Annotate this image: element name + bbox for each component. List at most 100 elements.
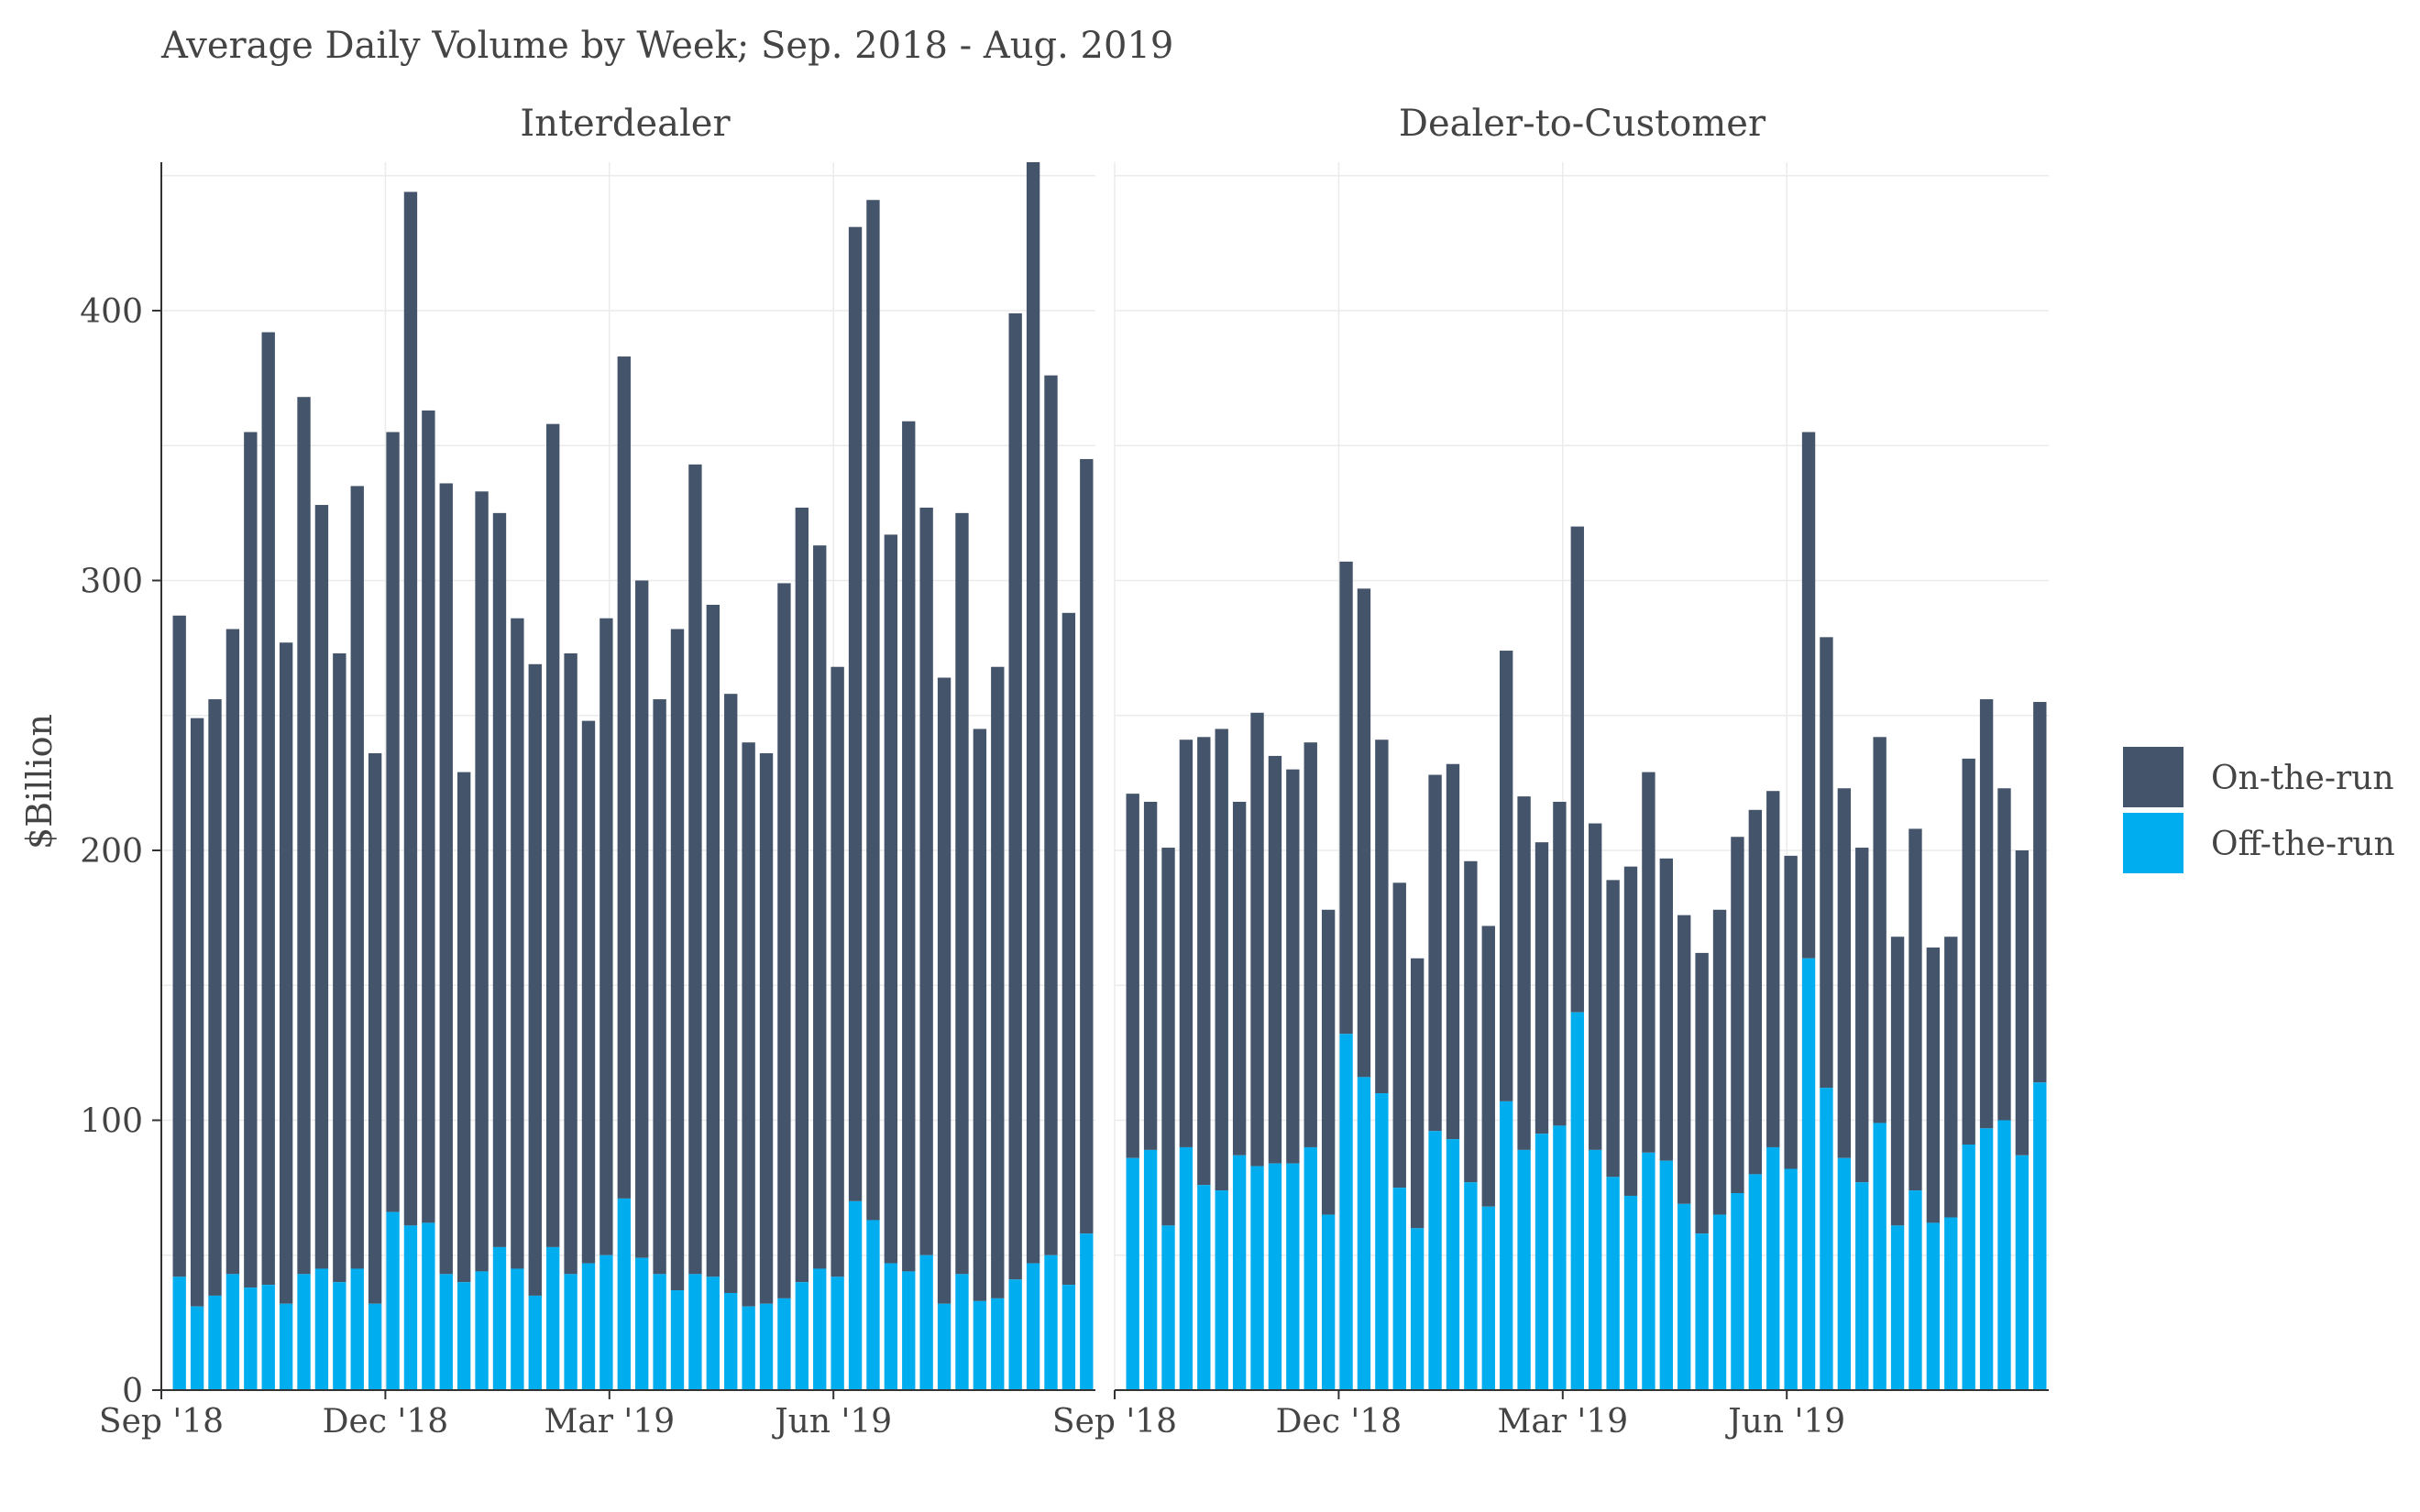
bar-off-the-run — [1008, 1279, 1022, 1390]
bar-on-the-run — [1570, 526, 1584, 1013]
bar-on-the-run — [492, 512, 507, 1247]
bar-on-the-run — [795, 507, 809, 1283]
x-tick-label: Mar '19 — [544, 1403, 675, 1441]
bar-on-the-run — [1080, 458, 1094, 1234]
bar-off-the-run — [1678, 1203, 1691, 1390]
bar-on-the-run — [1215, 729, 1228, 1191]
bar-on-the-run — [670, 629, 685, 1291]
bar-on-the-run — [1820, 637, 1833, 1089]
bar-on-the-run — [1748, 809, 1763, 1175]
bar-off-the-run — [991, 1298, 1005, 1390]
y-axis-label: $Billion — [19, 714, 60, 849]
bar-off-the-run — [795, 1282, 809, 1390]
bar-off-the-run — [1517, 1149, 1531, 1390]
bar-on-the-run — [973, 729, 987, 1301]
bar-off-the-run — [279, 1303, 293, 1390]
bar-on-the-run — [1044, 375, 1058, 1255]
bar-off-the-run — [386, 1211, 400, 1390]
bar-on-the-run — [759, 752, 774, 1304]
bar-on-the-run — [439, 483, 453, 1275]
bar-off-the-run — [1606, 1177, 1620, 1390]
bar-off-the-run — [1375, 1093, 1389, 1390]
bar-on-the-run — [511, 618, 524, 1269]
bar-on-the-run — [1357, 588, 1371, 1078]
bar-off-the-run — [1944, 1217, 1958, 1390]
bar-on-the-run — [688, 464, 702, 1275]
bar-off-the-run — [617, 1198, 631, 1390]
bar-on-the-run — [297, 397, 311, 1275]
bar-off-the-run — [1873, 1123, 1886, 1390]
bar-off-the-run — [456, 1282, 471, 1390]
bar-off-the-run — [1659, 1160, 1673, 1390]
bar-off-the-run — [1642, 1152, 1656, 1390]
bar-off-the-run — [1321, 1214, 1336, 1390]
bar-on-the-run — [546, 423, 560, 1247]
bar-off-the-run — [190, 1306, 204, 1390]
bar-on-the-run — [456, 772, 471, 1283]
bar-off-the-run — [546, 1246, 560, 1390]
bar-on-the-run — [1250, 712, 1264, 1167]
bar-off-the-run — [1446, 1139, 1460, 1390]
bar-off-the-run — [830, 1276, 844, 1390]
bar-off-the-run — [439, 1274, 453, 1390]
bar-on-the-run — [528, 663, 542, 1296]
bar-off-the-run — [1161, 1225, 1175, 1390]
bar-off-the-run — [1695, 1233, 1709, 1390]
bar-on-the-run — [1126, 794, 1139, 1158]
bar-off-the-run — [1801, 958, 1816, 1390]
panel-interdealer: Sep '18 Dec '18 Mar '19 Jun '19 — [99, 162, 1095, 1441]
bar-on-the-run — [1890, 937, 1905, 1226]
bar-off-the-run — [759, 1303, 774, 1390]
bar-on-the-run — [368, 752, 382, 1304]
legend: On-the-run Off-the-run — [2123, 747, 2395, 873]
bar-off-the-run — [208, 1295, 222, 1390]
bar-off-the-run — [1979, 1128, 1994, 1390]
bar-off-the-run — [528, 1295, 542, 1390]
bar-on-the-run — [1606, 880, 1620, 1178]
x-tick-label: Jun '19 — [1724, 1403, 1845, 1441]
bar-on-the-run — [1642, 772, 1656, 1153]
bar-off-the-run — [1304, 1146, 1317, 1390]
legend-label-on-the-run: On-the-run — [2211, 760, 2394, 797]
bar-off-the-run — [2015, 1155, 2030, 1390]
bar-on-the-run — [1197, 737, 1211, 1186]
bar-off-the-run — [1080, 1233, 1094, 1390]
bar-off-the-run — [866, 1220, 880, 1390]
bar-off-the-run — [226, 1274, 240, 1390]
bar-off-the-run — [368, 1303, 382, 1390]
bar-off-the-run — [475, 1271, 489, 1390]
bar-on-the-run — [314, 505, 329, 1269]
bar-off-the-run — [1926, 1222, 1941, 1390]
bar-on-the-run — [706, 604, 720, 1277]
x-tick-label: Mar '19 — [1497, 1403, 1628, 1441]
bar-off-the-run — [1179, 1146, 1194, 1390]
bar-on-the-run — [724, 694, 738, 1293]
y-axis: 0 100 200 300 400 — [80, 162, 162, 1410]
bar-on-the-run — [350, 486, 364, 1269]
bar-on-the-run — [2033, 702, 2047, 1083]
bar-on-the-run — [1962, 758, 1975, 1145]
panel-title-interdealer: Interdealer — [520, 103, 731, 145]
bar-off-the-run — [314, 1268, 329, 1390]
bar-off-the-run — [1126, 1157, 1139, 1390]
bar-on-the-run — [1304, 742, 1317, 1147]
bar-off-the-run — [813, 1268, 827, 1390]
bar-off-the-run — [653, 1274, 666, 1390]
bar-on-the-run — [226, 629, 240, 1275]
bar-off-the-run — [1908, 1190, 1922, 1390]
bar-off-the-run — [1570, 1012, 1584, 1390]
x-tick-label: Dec '18 — [323, 1403, 448, 1441]
bar-off-the-run — [1286, 1163, 1300, 1390]
bar-on-the-run — [1589, 823, 1602, 1150]
bar-on-the-run — [991, 666, 1005, 1298]
bar-on-the-run — [1873, 737, 1886, 1123]
bar-on-the-run — [386, 432, 400, 1212]
bar-off-the-run — [1837, 1157, 1852, 1390]
bar-off-the-run — [1481, 1206, 1495, 1390]
bar-off-the-run — [884, 1263, 898, 1390]
bar-off-the-run — [1962, 1145, 1975, 1390]
y-tick-label: 100 — [80, 1102, 143, 1140]
bar-on-the-run — [1268, 755, 1282, 1164]
bar-on-the-run — [1179, 740, 1194, 1147]
bar-on-the-run — [1553, 801, 1567, 1126]
